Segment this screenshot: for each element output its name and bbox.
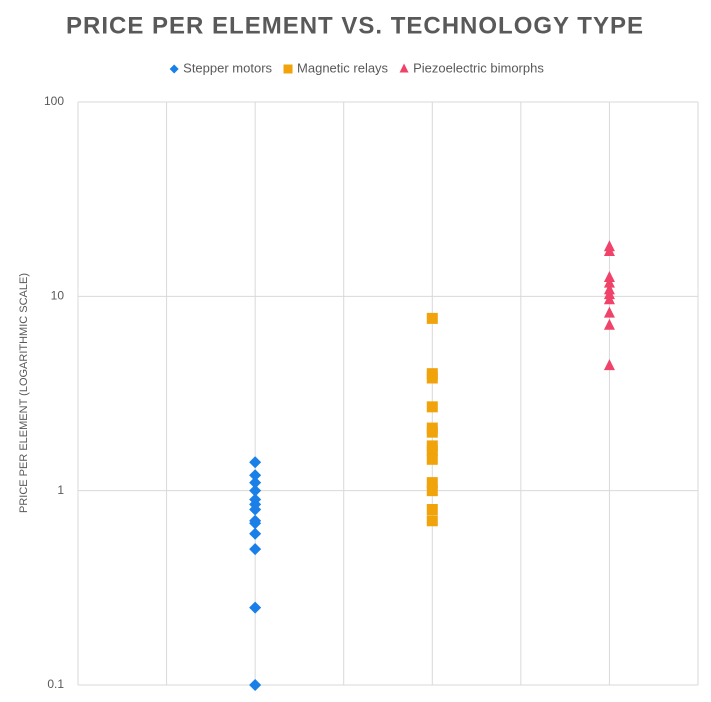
marker-diamond bbox=[249, 476, 262, 489]
marker-triangle bbox=[603, 293, 615, 305]
chart-title: PRICE PER ELEMENT VS. TECHNOLOGY TYPE bbox=[66, 12, 644, 39]
legend-label: Stepper motors bbox=[183, 60, 272, 75]
marker-triangle bbox=[603, 271, 615, 283]
marker-triangle bbox=[603, 359, 615, 371]
y-axis-label: PRICE PER ELEMENT (LOGARITHMIC SCALE) bbox=[18, 273, 30, 513]
marker-diamond bbox=[249, 469, 262, 482]
marker-diamond bbox=[249, 484, 262, 497]
y-tick-label: 10 bbox=[51, 289, 65, 303]
legend-label: Magnetic relays bbox=[297, 60, 389, 75]
marker-square bbox=[426, 485, 438, 497]
marker-triangle bbox=[603, 306, 615, 318]
marker-triangle bbox=[603, 276, 615, 288]
marker-triangle bbox=[603, 318, 615, 330]
marker-diamond bbox=[249, 543, 262, 556]
legend-item: Stepper motors bbox=[169, 60, 273, 75]
marker-triangle bbox=[603, 245, 615, 257]
marker-diamond bbox=[169, 64, 179, 74]
marker-square bbox=[426, 426, 438, 438]
y-tick-label: 0.1 bbox=[47, 677, 64, 691]
legend-label: Piezoelectric bimorphs bbox=[413, 60, 544, 75]
marker-square bbox=[426, 312, 438, 324]
marker-square bbox=[426, 445, 438, 457]
y-tick-label: 100 bbox=[44, 94, 64, 108]
marker-diamond bbox=[249, 503, 262, 516]
marker-triangle bbox=[399, 63, 409, 73]
marker-diamond bbox=[249, 527, 262, 540]
marker-square bbox=[426, 503, 438, 515]
legend-item: Piezoelectric bimorphs bbox=[399, 60, 544, 75]
marker-diamond bbox=[249, 517, 262, 530]
marker-diamond bbox=[249, 601, 262, 614]
marker-square bbox=[426, 401, 438, 413]
marker-square bbox=[426, 453, 438, 465]
marker-diamond bbox=[249, 679, 262, 691]
marker-diamond bbox=[249, 456, 262, 469]
marker-square bbox=[426, 477, 438, 489]
legend-item: Magnetic relays bbox=[283, 60, 389, 75]
y-tick-label: 1 bbox=[57, 483, 64, 497]
marker-square bbox=[283, 64, 293, 74]
marker-square bbox=[426, 372, 438, 384]
legend: Stepper motors Magnetic relays Piezoelectr… bbox=[169, 60, 544, 75]
marker-square bbox=[426, 515, 438, 527]
